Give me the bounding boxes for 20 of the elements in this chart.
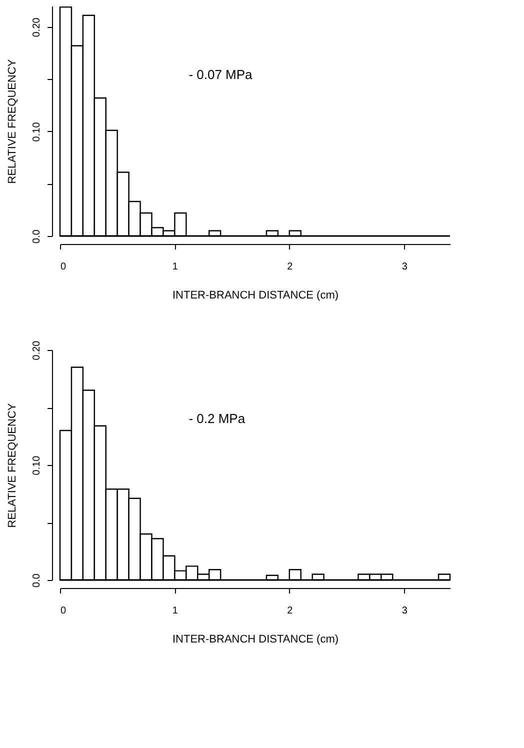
- y-axis-title: RELATIVE FREQUENCY: [6, 402, 18, 528]
- x-axis-title: INTER-BRANCH DISTANCE (cm): [172, 634, 339, 646]
- y-tick-label: 0.20: [32, 340, 42, 360]
- x-tick-label: 0: [60, 262, 66, 272]
- x-tick-label: 0: [60, 606, 66, 616]
- y-axis-title: RELATIVE FREQUENCY: [6, 58, 18, 184]
- y-tick-label: 0.10: [32, 455, 42, 476]
- x-tick-label: 2: [287, 606, 294, 616]
- x-tick-label: 3: [402, 606, 408, 616]
- x-tick-label: 1: [172, 262, 178, 272]
- x-tick-label: 3: [402, 262, 408, 272]
- y-tick-label: 0.0: [32, 573, 42, 588]
- x-tick-label: 2: [287, 262, 294, 272]
- x-axis-title: INTER-BRANCH DISTANCE (cm): [172, 290, 339, 302]
- y-tick-label: 0.10: [32, 122, 42, 142]
- y-tick-label: 0.0: [32, 229, 42, 244]
- annotation: - 0.07 MPa: [188, 67, 254, 82]
- annotation: - 0.2 MPa: [188, 411, 246, 426]
- y-tick-label: 0.20: [32, 17, 42, 38]
- x-tick-label: 1: [172, 606, 178, 616]
